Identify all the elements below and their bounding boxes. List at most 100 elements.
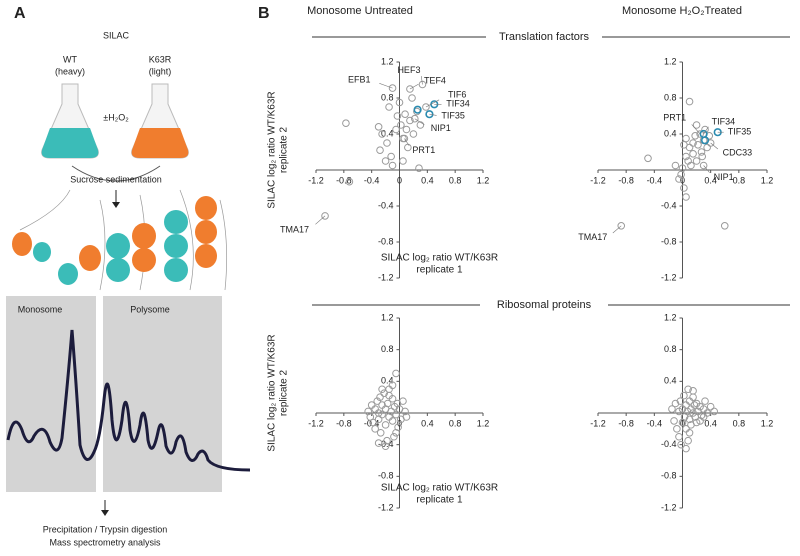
annotation-leader (703, 165, 710, 173)
data-point (689, 139, 697, 147)
data-point (706, 402, 715, 411)
label-backdrop (486, 29, 602, 45)
column-title: Monosome H₂O₂Treated (622, 5, 742, 17)
y-tick-label: -1.2 (378, 272, 394, 282)
y-tick-label: -0.4 (661, 439, 677, 449)
annotation: TMA17 (280, 224, 309, 234)
x-axis-label: SILAC log₂ ratio WT/K63R (381, 483, 498, 494)
data-point (401, 407, 409, 416)
data-point (680, 391, 688, 400)
annotation: TIF6 (448, 89, 467, 99)
data-point (701, 397, 709, 405)
data-point (383, 139, 391, 147)
annotation-leader (414, 118, 425, 125)
annotation: TIF34 (712, 116, 736, 126)
y-tick-label: 0.4 (381, 376, 394, 386)
step-label: Precipitation / Trypsin digestion (43, 524, 168, 534)
annotation: TEF4 (424, 75, 446, 85)
data-point (684, 436, 692, 445)
data-point (387, 407, 395, 416)
arrow (112, 190, 120, 208)
y-axis-label: replicate 2 (279, 126, 290, 173)
x-tick-label: -0.8 (618, 175, 634, 185)
y-axis-label: replicate 2 (279, 369, 290, 416)
data-point (404, 143, 412, 152)
step-label: Sucrose sedimentation (70, 174, 162, 184)
y-tick-label: 0.4 (381, 128, 394, 138)
data-point (383, 399, 392, 408)
data-point (699, 161, 708, 170)
x-axis-label: replicate 1 (416, 495, 463, 506)
x-tick-label: -1.2 (590, 418, 606, 428)
data-point (402, 125, 411, 134)
y-tick-label: -0.8 (378, 471, 394, 481)
annotation-leader (612, 225, 622, 234)
data-point (371, 425, 379, 433)
x-tick-label: 0 (397, 175, 402, 185)
x-tick-label: 0.8 (733, 418, 746, 428)
x-tick-label: 0.8 (449, 175, 462, 185)
data-point (413, 105, 422, 114)
data-point (376, 393, 384, 401)
data-point (342, 119, 350, 127)
panel-label: A (14, 5, 26, 22)
annotation-leader (691, 124, 701, 135)
data-point (698, 152, 707, 161)
x-tick-label: 1.2 (477, 418, 490, 428)
data-point (392, 125, 400, 134)
data-point (381, 157, 390, 165)
data-point (408, 94, 416, 102)
label-backdrop (480, 297, 608, 313)
data-point (411, 114, 419, 123)
data-point (682, 444, 690, 453)
annotation: HEF3 (397, 65, 420, 75)
data-point (406, 85, 414, 93)
data-point (422, 103, 430, 111)
flask-label: K63R (149, 54, 172, 64)
x-tick-label: -1.2 (308, 175, 324, 185)
x-tick-label: -0.4 (647, 418, 663, 428)
data-point (689, 409, 697, 417)
data-point (401, 110, 409, 118)
x-tick-label: -0.8 (336, 418, 352, 428)
data-point (378, 385, 386, 394)
y-tick-label: -0.4 (378, 200, 394, 210)
data-point (397, 121, 405, 129)
data-point (392, 369, 400, 378)
y-tick-label: -1.2 (661, 502, 677, 512)
data-point (689, 150, 697, 158)
data-point (644, 154, 652, 163)
data-point (374, 123, 383, 131)
x-axis-label: SILAC log₂ ratio WT/K63R (381, 253, 498, 264)
data-point (393, 112, 402, 120)
data-point (692, 157, 701, 165)
flask-note: (light) (149, 66, 172, 76)
data-point (345, 177, 354, 186)
data-point (371, 405, 379, 413)
data-point (321, 212, 329, 220)
data-point (694, 141, 702, 149)
data-point (378, 410, 386, 419)
annotation-leader (379, 83, 393, 89)
polysome-region (103, 296, 222, 492)
data-point (687, 161, 695, 170)
y-tick-label: -0.8 (661, 471, 677, 481)
flasks (41, 83, 189, 182)
data-point (670, 417, 678, 425)
data-point (680, 184, 688, 192)
x-tick-label: 0.8 (733, 175, 746, 185)
region-label: Monosome (18, 304, 63, 314)
data-point (374, 439, 383, 447)
annotation: NIP1 (714, 172, 734, 182)
x-tick-label: -0.4 (647, 175, 663, 185)
y-tick-label: -0.4 (661, 200, 677, 210)
data-point (399, 397, 407, 405)
arrow (101, 500, 109, 516)
data-point (675, 432, 683, 441)
annotation: TMA17 (578, 232, 607, 242)
y-tick-label: 1.2 (381, 312, 394, 322)
x-tick-label: -0.8 (336, 175, 352, 185)
annotation: TIF34 (446, 99, 470, 109)
data-point (676, 397, 685, 405)
